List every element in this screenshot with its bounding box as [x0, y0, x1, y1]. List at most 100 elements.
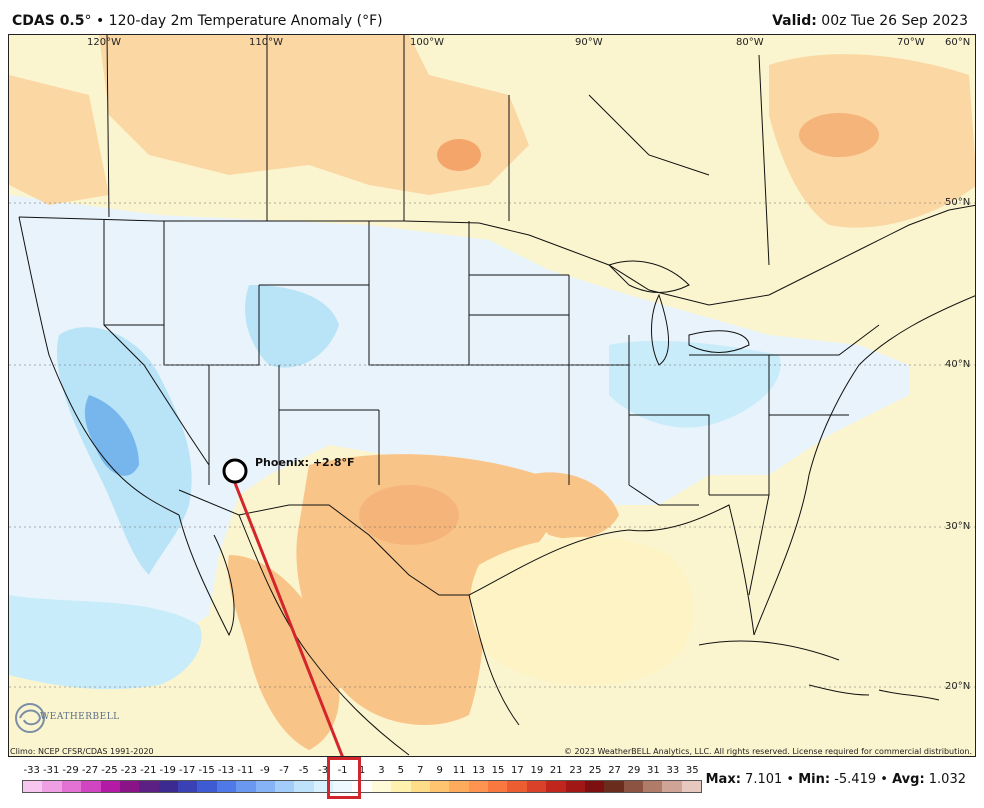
canada-provinces [106, 35, 770, 266]
highlight-box [327, 757, 361, 799]
colorbar-swatch [81, 781, 101, 792]
map-area: 120°W 110°W 100°W 90°W 80°W 70°W 60°N 50… [8, 34, 976, 757]
max-value: 7.101 [745, 772, 783, 787]
gulf-of-mexico [470, 536, 694, 686]
colorbar-tick-label: -31 [42, 765, 60, 776]
colorbar [22, 780, 702, 793]
model-name: CDAS 0.5 [12, 13, 85, 29]
colorbar-swatch [681, 781, 702, 792]
phoenix-marker [222, 458, 248, 484]
colorbar-swatch [236, 781, 256, 792]
pointer-line [233, 482, 344, 756]
lon-label-100: 100°W [410, 37, 444, 48]
colorbar-swatch [119, 781, 140, 792]
colorbar-tick-label: -9 [259, 765, 270, 776]
warm-region-westcoast [9, 75, 109, 205]
colorbar-tick-label: -29 [62, 765, 79, 776]
colorbar-tick-label: -25 [101, 765, 118, 776]
cool-anomaly-region [9, 195, 909, 635]
colorbar-tick-label: -1 [337, 765, 348, 776]
colorbar-tick-label: 11 [452, 765, 466, 776]
baja [178, 514, 235, 637]
colorbar-swatch [488, 781, 508, 792]
colorbar-tick-label: 33 [666, 765, 680, 776]
colorbar-tick-label: 29 [627, 765, 641, 776]
colorbar-swatch [61, 781, 82, 792]
cool-patch-california [84, 395, 139, 476]
warm-region-mexico [228, 555, 340, 750]
colorbar-swatch [139, 781, 159, 792]
colorbar-tick-label: -23 [120, 765, 138, 776]
valid-time: Valid: 00z Tue 26 Sep 2023 [772, 13, 968, 29]
colorbar-swatch [216, 781, 237, 792]
colorbar-swatch [23, 781, 43, 792]
colorbar-swatch [255, 781, 275, 792]
cool-patch-ohio [609, 340, 781, 428]
colorbar-swatch [274, 781, 295, 792]
colorbar-swatch [178, 781, 198, 792]
colorbar-tick-label: -27 [81, 765, 99, 776]
colorbar-tick-label: -21 [140, 765, 157, 776]
colorbar-tick-label: -3 [318, 765, 329, 776]
anomaly-map [9, 35, 975, 756]
colorbar-tick-label: 25 [588, 765, 602, 776]
colorbar-tick-label: 23 [569, 765, 583, 776]
lat-label-40: 40°N [945, 359, 971, 370]
colorbar-swatch [158, 781, 178, 792]
east-coast [753, 295, 975, 636]
colorbar-swatch [313, 781, 333, 792]
colorbar-tick-label: 3 [378, 765, 385, 776]
colorbar-tick-label: 17 [511, 765, 524, 776]
colorbar-swatch [584, 781, 605, 792]
colorbar-swatch [623, 781, 643, 792]
cool-patch-rockies [245, 285, 339, 368]
lon-label-70: 70°W [897, 37, 925, 48]
colorbar-tick-label: 5 [397, 765, 405, 776]
colorbar-labels: -33 -31 -29 -27 -25 -23 -21 -19 -17 -15 -13 -11 -9 -7… [18, 765, 708, 779]
colorbar-swatch [565, 781, 585, 792]
avg-value: 1.032 [928, 772, 966, 787]
colorbar-tick-label: -19 [159, 765, 176, 776]
lat-label-60: 60°N [945, 37, 971, 48]
colorbar-tick-label: 7 [417, 765, 424, 776]
colorbar-tick-label: 15 [491, 765, 505, 776]
colorbar-swatch [333, 781, 353, 792]
colorbar-swatch [197, 781, 217, 792]
colorbar-swatch [429, 781, 450, 792]
colorbar-tick-label: -11 [237, 765, 254, 776]
gulf-coast [468, 504, 755, 636]
lon-label-80: 80°W [736, 37, 764, 48]
lon-label-90: 90°W [575, 37, 603, 48]
us-west-coast [18, 216, 180, 516]
map-title: CDAS 0.5° • 120-day 2m Temperature Anoma… [12, 13, 383, 29]
colorbar-tick-label: -7 [279, 765, 290, 776]
colorbar-swatch [410, 781, 430, 792]
colorbar-swatch [449, 781, 469, 792]
colorbar-swatch [391, 781, 411, 792]
map-stats: Max: 7.101 • Min: -5.419 • Avg: 1.032 [705, 772, 966, 787]
lat-label-30: 30°N [945, 521, 971, 532]
climo-note: Climo: NCEP CFSR/CDAS 1991-2020 [10, 747, 154, 756]
warm-region-gulf [527, 472, 619, 539]
colorbar-swatch [468, 781, 488, 792]
colorbar-tick-label: 19 [530, 765, 544, 776]
mexico-coast [238, 514, 520, 756]
colorbar-swatch [507, 781, 527, 792]
colorbar-tick-label: -17 [178, 765, 196, 776]
colorbar-tick-label: 27 [608, 765, 621, 776]
colorbar-tick-label: 31 [647, 765, 660, 776]
colorbar-tick-label: 35 [685, 765, 699, 776]
lon-label-120: 120°W [87, 37, 121, 48]
colorbar-swatch [604, 781, 624, 792]
caribbean-islands [698, 640, 940, 701]
min-value: -5.419 [834, 772, 877, 787]
colorbar-tick-label: 13 [472, 765, 485, 776]
colorbar-tick-label: -15 [198, 765, 215, 776]
lat-label-20: 20°N [945, 681, 971, 692]
colorbar-tick-label: -13 [217, 765, 235, 776]
map-header: CDAS 0.5° • 120-day 2m Temperature Anoma… [0, 0, 984, 34]
colorbar-swatch [662, 781, 682, 792]
colorbar-swatch [546, 781, 566, 792]
colorbar-tick-label: -33 [23, 765, 40, 776]
colorbar-swatch [294, 781, 314, 792]
